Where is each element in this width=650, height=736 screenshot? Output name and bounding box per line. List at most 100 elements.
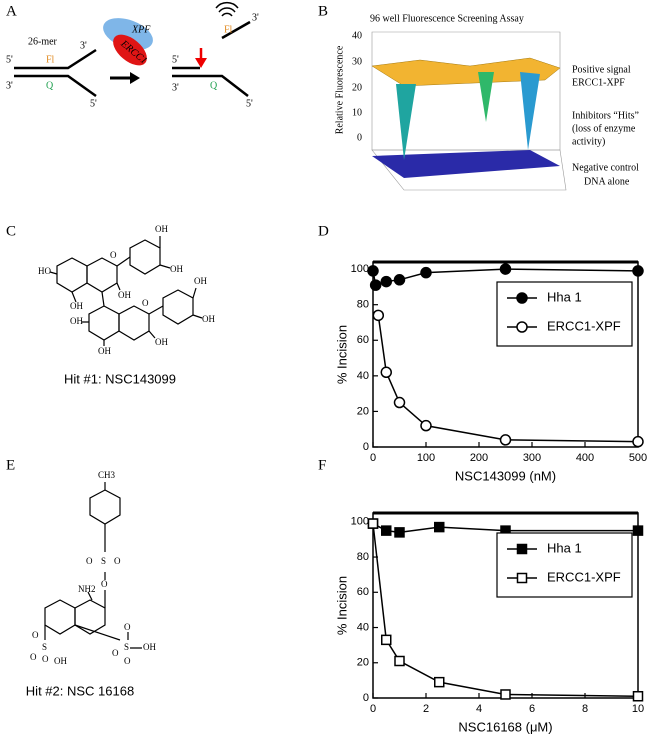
data-point [369,279,382,291]
atom-label: OH [155,337,168,347]
y-tick-label: 40 [352,30,362,41]
signal-icon [215,1,239,17]
x-tick-label: 8 [582,703,588,715]
atom-label: OH [70,301,83,311]
y-tick-label: 10 [352,107,362,118]
panel-label: A [6,3,17,19]
panel-label: E [6,457,15,473]
atom-label: O [142,298,149,308]
x-tick-label: 300 [523,452,541,464]
atom-label: CH3 [98,470,116,480]
x-tick-label: 400 [576,452,594,464]
series-line [377,315,639,443]
legend-marker [516,292,528,304]
end-label: 3' [80,40,87,51]
atom-label: S [42,642,47,652]
atom-label: OH [155,224,168,234]
legend-label: Hha 1 [547,540,582,555]
data-point [380,366,392,379]
end-label: 3' [172,82,179,93]
x-tick-label: 2 [423,703,429,715]
oligo-label: 26-mer [28,36,58,47]
atom-label: OH [70,316,83,326]
end-label: 5' [90,98,97,109]
y-tick-label: 60 [357,334,369,346]
data-point [381,634,392,646]
hit-well [478,72,494,122]
legend-marker [516,543,528,555]
positive-surface [371,57,561,87]
end-label: 3' [252,12,259,23]
negative-surface [372,150,560,178]
data-point [434,676,445,688]
x-tick-label: 200 [470,452,488,464]
panel-a [14,20,251,98]
annotation: Positive signal [572,64,631,75]
y-axis-label: % Incision [334,325,349,384]
hit-well [396,84,416,160]
data-point [499,263,512,275]
dna-product [172,20,251,97]
annotation: activity) [572,136,605,147]
annotation: ERCC1-XPF [572,77,625,88]
data-point [434,521,445,533]
fl-label: Fl [46,54,55,65]
atom-label: O [124,656,131,666]
y-tick-label: 80 [357,299,369,311]
annotation: Negative control [572,162,639,173]
y-tick-label: 40 [357,370,369,382]
data-point [632,525,644,536]
atom-label: O [124,622,131,632]
data-point [500,689,511,700]
atom-label: OH [98,346,111,356]
y-tick-label: 60 [357,586,369,598]
x-tick-label: 500 [629,452,647,464]
caption: Hit #1: NSC143099 [64,371,176,386]
floor-frame [371,149,567,191]
y-tick-label: 20 [357,405,369,417]
annotation: Inhibitors “Hits” [572,110,639,121]
x-tick-label: 0 [370,452,376,464]
data-point [381,525,392,536]
atom-label: O [32,630,39,640]
atom-label: S [101,556,106,566]
y-axis-label: % Incision [334,576,349,635]
y-tick-label: 20 [352,82,362,93]
panel-b-title: 96 well Fluorescence Screening Assay [370,13,524,24]
y-tick-label: 0 [363,441,369,453]
surface-plot [371,31,567,191]
hit-well [520,72,540,150]
x-tick-label: 6 [529,703,535,715]
atom-label: OH [170,264,183,274]
dna-duplex [14,48,97,98]
y-tick-label: 80 [357,551,369,563]
data-point [367,518,379,529]
structure-c [49,236,203,346]
legend-box [496,281,633,347]
atom-label: HO [38,266,51,276]
atom-label: OH [194,276,207,286]
data-point [380,275,392,288]
legend-marker [516,572,528,584]
atom-label: O [110,250,117,260]
y-tick-label: 100 [351,516,369,528]
atom-label: O [30,652,37,662]
atom-label: OH [54,656,67,666]
xpf-label: XPF [131,24,151,35]
data-point [393,274,406,286]
q-label: Q [46,80,54,91]
end-label: 5' [246,98,253,109]
legend-box [496,532,633,598]
data-point [499,434,512,446]
atom-label: O [42,654,49,664]
atom-label: O [101,579,108,589]
y-tick-label: 0 [363,692,369,704]
y-tick-label: 20 [357,657,369,669]
atom-label: NH2 [78,584,96,594]
annotation: (loss of enzyme [572,123,636,134]
data-point [632,435,644,448]
legend-label: Hha 1 [547,289,582,304]
data-point [394,655,405,667]
caption: Hit #2: NSC 16168 [26,683,134,698]
